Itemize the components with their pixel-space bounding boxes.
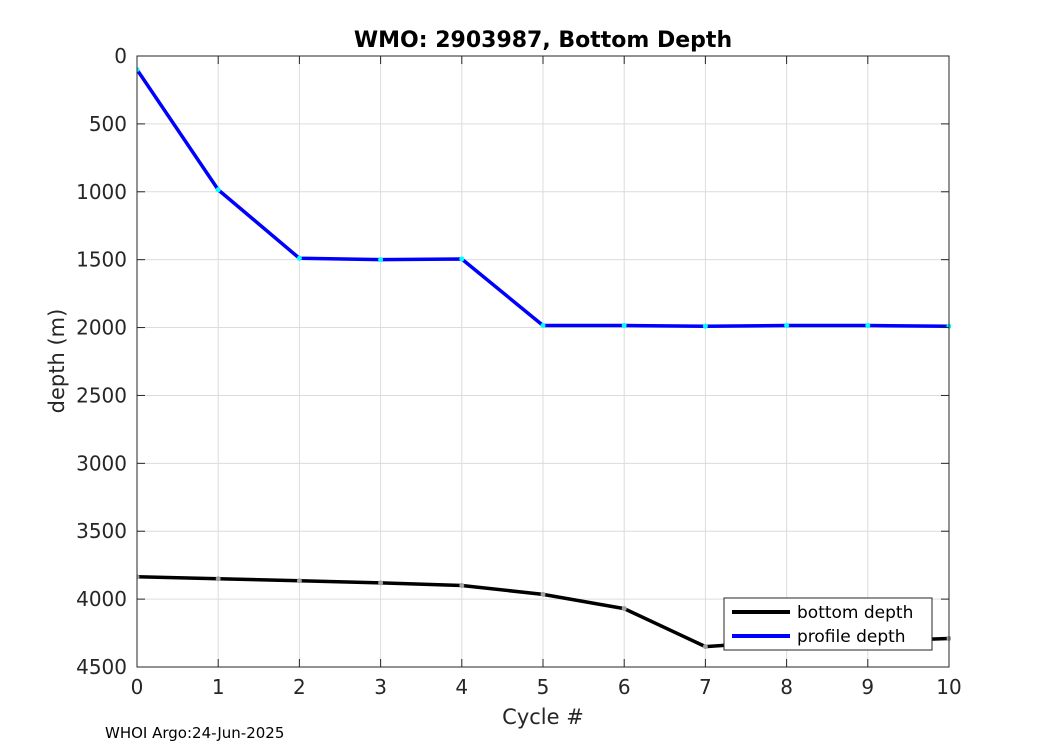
- y-tick-label: 0: [114, 44, 127, 68]
- y-tick-label: 2500: [76, 383, 127, 407]
- legend-box: [723, 597, 933, 651]
- x-tick-label: 0: [131, 675, 144, 699]
- axis-ticks: 0 1 2 3 4 5 6 7 8 9 10 0 500 1000 1500 2000 2500 3000 3500…: [76, 44, 962, 699]
- y-tick-label: 4000: [76, 587, 127, 611]
- y-tick-label: 3000: [76, 451, 127, 475]
- bottom-depth-point: [215, 576, 221, 582]
- legend-label-bottom-depth: bottom depth: [797, 603, 913, 623]
- profile-depth-point: [215, 187, 221, 193]
- profile-depth-point: [378, 257, 384, 263]
- chart-title: WMO: 2903987, Bottom Depth: [354, 28, 732, 53]
- y-axis-label: depth (m): [45, 309, 69, 414]
- x-tick-label: 4: [455, 675, 468, 699]
- profile-depth-point: [865, 323, 871, 329]
- y-tick-label: 500: [89, 112, 127, 136]
- y-tick-label: 1000: [76, 180, 127, 204]
- profile-depth-point: [621, 323, 627, 329]
- x-tick-label: 3: [374, 675, 387, 699]
- x-tick-label: 5: [537, 675, 550, 699]
- y-tick-label: 3500: [76, 519, 127, 543]
- profile-depth-point: [296, 255, 302, 261]
- y-tick-label: 2000: [76, 316, 127, 340]
- bottom-depth-point: [540, 591, 546, 597]
- profile-depth-point: [784, 323, 790, 329]
- profile-depth-point: [137, 67, 140, 73]
- x-tick-label: 1: [212, 675, 225, 699]
- bottom-depth-point: [621, 606, 627, 612]
- bottom-depth-point: [137, 574, 140, 580]
- x-tick-label: 10: [936, 675, 961, 699]
- x-tick-label: 9: [861, 675, 874, 699]
- bottom-depth-point: [702, 644, 708, 650]
- profile-depth-point: [459, 256, 465, 262]
- x-tick-label: 2: [293, 675, 306, 699]
- bottom-depth-point: [296, 578, 302, 584]
- bottom-depth-point: [378, 580, 384, 586]
- legend: bottom depth profile depth: [723, 597, 933, 651]
- legend-label-profile-depth: profile depth: [797, 627, 906, 647]
- x-tick-label: 7: [699, 675, 712, 699]
- y-tick-label: 4500: [76, 655, 127, 679]
- profile-depth-point: [702, 323, 708, 329]
- x-tick-label: 8: [780, 675, 793, 699]
- profile-depth-point: [540, 323, 546, 329]
- x-axis-label: Cycle #: [502, 705, 584, 729]
- y-tick-label: 1500: [76, 248, 127, 272]
- footer-timestamp: WHOI Argo:24-Jun-2025: [105, 724, 285, 742]
- x-tick-label: 6: [618, 675, 631, 699]
- bottom-depth-point: [459, 583, 465, 589]
